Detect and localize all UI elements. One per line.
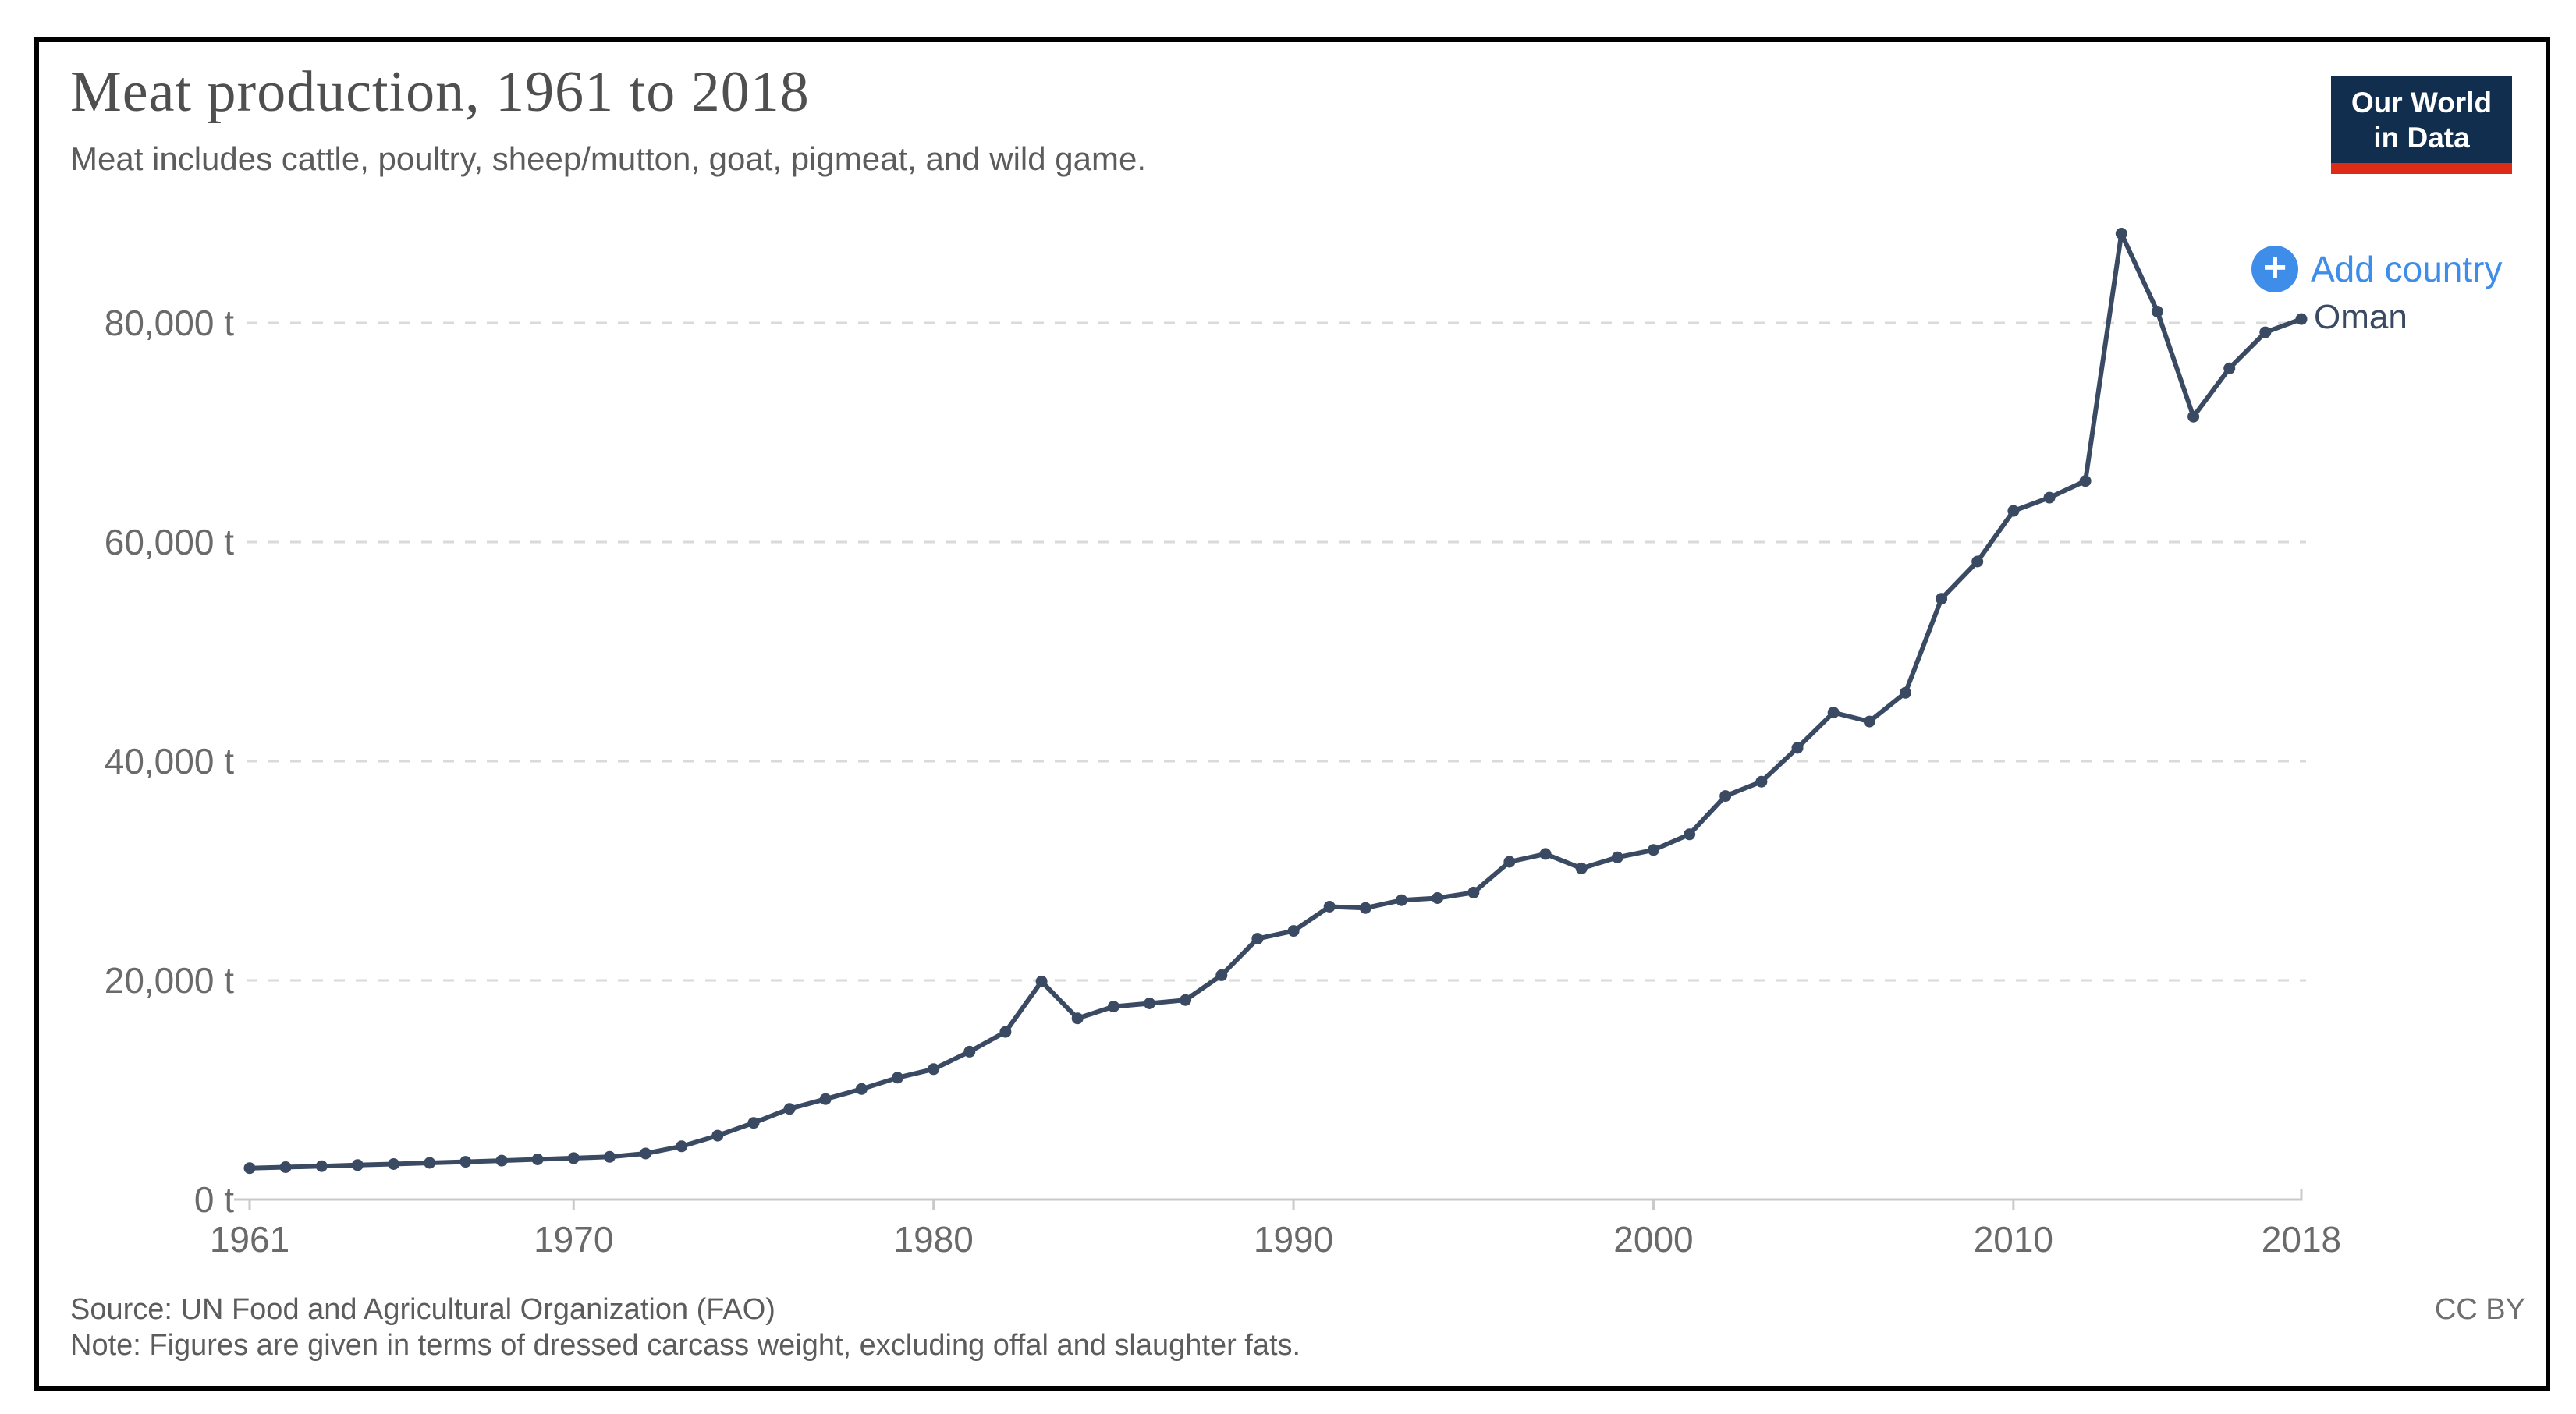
chart-card: Meat production, 1961 to 2018 Meat inclu…	[34, 37, 2550, 1391]
y-axis-tick-label: 0 t	[194, 1179, 234, 1220]
data-point	[1144, 998, 1155, 1009]
data-point	[279, 1161, 292, 1173]
add-country-label: Add country	[2311, 249, 2503, 289]
data-point	[351, 1159, 364, 1171]
data-point	[1359, 902, 1371, 914]
data-point	[1107, 1001, 1119, 1013]
oman-series-line	[247, 231, 2304, 1171]
data-point	[1648, 844, 1659, 856]
data-point	[1791, 742, 1804, 754]
source-note: Source: UN Food and Agricultural Organiz…	[70, 1293, 775, 1326]
data-point	[747, 1117, 760, 1129]
owid-logo: Our World in Data	[2331, 76, 2512, 174]
data-point	[1180, 994, 1192, 1006]
data-point	[2259, 326, 2272, 338]
plus-icon: +	[2251, 246, 2298, 292]
data-point	[819, 1093, 832, 1105]
data-point	[1899, 686, 1911, 699]
data-point	[1035, 975, 1048, 987]
data-point	[2187, 410, 2200, 423]
data-point	[388, 1158, 400, 1170]
data-point	[892, 1072, 903, 1084]
chart-subtitle: Meat includes cattle, poultry, sheep/mut…	[70, 140, 1146, 177]
data-point	[2151, 306, 2163, 317]
data-point	[459, 1156, 472, 1168]
data-point	[928, 1063, 940, 1076]
data-point	[1863, 715, 1875, 728]
data-point	[1287, 925, 1300, 937]
data-point	[855, 1083, 868, 1095]
data-point	[315, 1160, 328, 1172]
x-axis-tick-label: 2000	[1613, 1219, 1693, 1260]
x-axis-tick-label: 2018	[2262, 1219, 2341, 1260]
data-point	[1936, 593, 1948, 605]
data-point	[1467, 886, 1480, 898]
data-point	[1719, 790, 1732, 803]
x-axis-tick-label: 1970	[534, 1219, 613, 1260]
x-axis-tick-label: 1980	[893, 1219, 973, 1260]
data-point	[1323, 901, 1336, 913]
data-point	[2043, 491, 2056, 504]
data-point	[711, 1129, 724, 1142]
x-axis-tick-label: 2010	[1974, 1219, 2053, 1260]
data-point	[1432, 892, 1444, 904]
series-label-oman: Oman	[2314, 298, 2407, 336]
data-point	[1215, 969, 1228, 981]
data-point	[676, 1140, 688, 1153]
data-point	[495, 1154, 508, 1167]
line-chart-canvas[interactable]: 0 t 20,000 t 40,000 t 60,000 t 80,000 t 1961 1…	[39, 42, 2546, 1386]
y-axis-tick-label: 60,000 t	[105, 522, 234, 562]
data-point	[1396, 894, 1407, 906]
x-axis-tick-label: 1990	[1254, 1219, 1333, 1260]
data-point	[2295, 313, 2308, 325]
data-point	[2079, 475, 2092, 487]
owid-logo-line2: in Data	[2373, 122, 2470, 154]
data-point	[2115, 228, 2127, 239]
data-point	[1503, 856, 1516, 868]
y-axis-tick-label: 40,000 t	[105, 741, 234, 781]
data-point	[424, 1157, 436, 1169]
data-point	[567, 1152, 580, 1164]
data-point	[963, 1045, 976, 1058]
page-title: Meat production, 1961 to 2018	[70, 60, 810, 124]
data-point	[531, 1154, 544, 1165]
data-point	[1755, 775, 1768, 788]
x-axis-tick-label: 1961	[210, 1219, 289, 1260]
data-point	[603, 1150, 616, 1163]
data-point	[1611, 851, 1623, 863]
data-point	[2007, 505, 2020, 517]
owid-logo-line1: Our World	[2351, 87, 2493, 119]
y-axis-tick-label: 80,000 t	[105, 303, 234, 343]
data-point	[1539, 848, 1552, 860]
data-point	[1684, 828, 1696, 841]
data-point	[1971, 555, 1984, 568]
methodology-note: Note: Figures are given in terms of dres…	[70, 1329, 1301, 1362]
data-point	[783, 1103, 796, 1115]
data-point	[2223, 362, 2236, 374]
x-axis-line	[234, 1189, 2303, 1201]
y-axis-tick-label: 20,000 t	[105, 960, 234, 1001]
license-badge[interactable]: CC BY	[2434, 1293, 2525, 1326]
data-point	[243, 1162, 256, 1175]
data-point	[640, 1147, 651, 1160]
data-point	[1071, 1012, 1084, 1025]
owid-logo-red-bar	[2331, 163, 2512, 174]
data-point	[999, 1026, 1012, 1038]
data-point	[1827, 707, 1840, 719]
data-point	[1251, 933, 1264, 945]
data-point	[1575, 862, 1588, 874]
add-country-button[interactable]: + Add country	[2251, 244, 2502, 294]
